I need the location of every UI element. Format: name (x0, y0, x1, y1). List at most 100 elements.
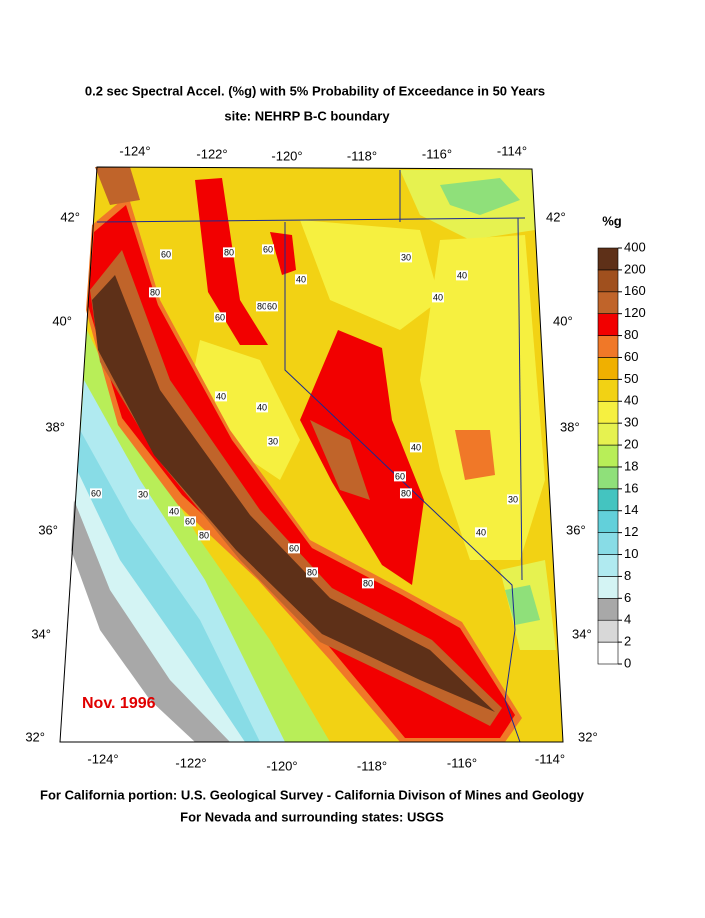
date-label: Nov. 1996 (82, 695, 156, 712)
region-low (440, 178, 520, 215)
contour-label-box (266, 436, 280, 447)
region-high (300, 330, 424, 585)
contour-label-box (455, 270, 469, 281)
footer-line: For California portion: U.S. Geological … (40, 787, 585, 802)
contour-label: 40 (411, 442, 421, 452)
contour-label-box (287, 543, 301, 554)
contour-label-box (265, 301, 279, 312)
legend-swatch (597, 357, 619, 380)
contour-label: 80 (401, 488, 411, 498)
legend-label: 2 (624, 634, 631, 649)
legend-swatch (597, 379, 619, 402)
contour-label: 30 (508, 494, 518, 504)
subtitle: site: NEHRP B-C boundary (224, 108, 390, 123)
legend-swatch (597, 400, 619, 424)
map-frame (59, 166, 564, 743)
contour-label-box (136, 489, 150, 500)
contour-label-box (213, 312, 227, 323)
contour-label-box (393, 471, 407, 482)
lat-label: 40° (553, 313, 573, 328)
legend-swatch (597, 422, 619, 446)
contour-label: 80 (363, 578, 373, 588)
legend: 0 2 4 6 8 10 12 14 16 18 20 30 40 50 60 80 120 160 200 400 (597, 239, 646, 670)
region-mid (420, 235, 545, 560)
region-high (88, 205, 515, 738)
lon-label: -124° (119, 143, 150, 158)
legend-swatch (597, 532, 619, 555)
lon-label: -116° (447, 755, 477, 770)
contour-label-box (183, 516, 197, 527)
lon-label: -124° (87, 751, 118, 766)
legend-label: 160 (624, 283, 646, 298)
legend-unit: %g (602, 213, 622, 228)
contour-label: 40 (216, 391, 226, 401)
region-high (270, 232, 296, 275)
contour-label: 40 (433, 292, 443, 302)
contour-label-box (431, 292, 445, 303)
region-peak (95, 167, 140, 205)
footer-line: For Nevada and surrounding states: USGS (180, 809, 444, 824)
legend-label: 60 (624, 349, 638, 364)
contour-label-box (361, 578, 375, 589)
contour-label: 60 (263, 244, 273, 254)
legend-label: 12 (624, 524, 638, 539)
legend-swatch (597, 466, 619, 490)
lat-label: 34° (31, 626, 51, 641)
lat-label: 40° (52, 313, 72, 328)
contour-label: 60 (289, 543, 299, 553)
graticule-labels: -124° -122° -120° -118° -116° -114° -124… (25, 143, 597, 773)
contour-label: 40 (296, 274, 306, 284)
contour-labels: 60 80 80 60 40 30 40 40 60 80 60 40 40 3… (89, 244, 520, 589)
lon-label: -114° (497, 143, 527, 158)
contour-label: 40 (169, 506, 179, 516)
legend-swatch (597, 576, 619, 599)
legend-swatch (597, 313, 619, 336)
legend-swatch (597, 510, 619, 533)
lat-label: 42° (546, 209, 566, 224)
legend-label: 40 (624, 393, 638, 408)
legend-label: 18 (624, 458, 638, 473)
contour-label-box (255, 402, 269, 413)
legend-label: 14 (624, 502, 638, 517)
legend-swatch (597, 335, 619, 358)
contour-label: 80 (257, 301, 267, 311)
legend-swatch (597, 247, 619, 271)
legend-swatch (597, 641, 619, 665)
contour-label-box (399, 488, 413, 499)
contour-label: 30 (401, 252, 411, 262)
contour-label-box (89, 488, 103, 499)
contour-label-box (214, 391, 228, 402)
contour-label: 60 (185, 516, 195, 526)
lon-label: -118° (347, 148, 377, 163)
legend-label: 4 (624, 612, 631, 627)
legend-label: 200 (624, 261, 646, 276)
region-coast (60, 550, 195, 742)
region-mid (300, 220, 440, 330)
legend-swatch (597, 269, 619, 293)
contour-label: 30 (268, 436, 278, 446)
state-border (96, 217, 526, 223)
legend-label: 0 (624, 655, 631, 670)
lat-label: 42° (60, 209, 80, 224)
contour-label: 80 (224, 247, 234, 257)
legend-label: 30 (624, 415, 638, 430)
contour-label-box (474, 527, 488, 538)
legend-label: 80 (624, 327, 638, 342)
legend-swatch (597, 488, 619, 512)
lat-label: 32° (578, 729, 598, 744)
contour-label-box (409, 442, 423, 453)
contour-label: 60 (215, 312, 225, 322)
contour-label: 60 (91, 488, 101, 498)
state-border (284, 222, 521, 743)
legend-label: 20 (624, 436, 638, 451)
contour-label: 40 (457, 270, 467, 280)
legend-label: 400 (624, 239, 646, 254)
legend-swatch (597, 619, 619, 643)
contour-label: 80 (307, 567, 317, 577)
lon-label: -120° (271, 148, 302, 163)
legend-swatch (597, 444, 619, 468)
contour-label-box (294, 274, 308, 285)
legend-label: 6 (624, 590, 631, 605)
region-peak (90, 250, 502, 726)
